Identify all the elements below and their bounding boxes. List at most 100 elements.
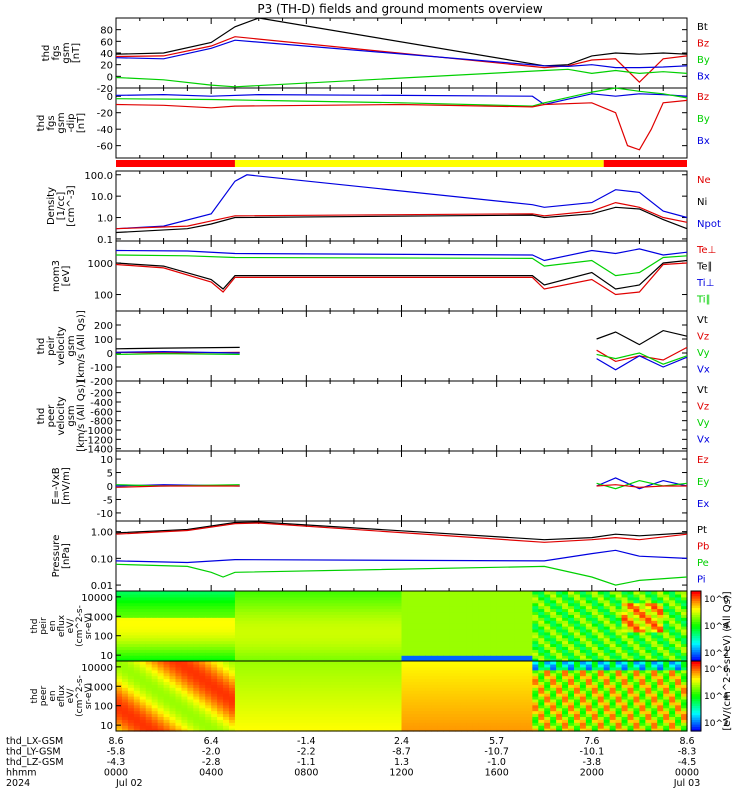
spectrogram-cell xyxy=(651,591,658,595)
spectrogram-cell xyxy=(151,681,159,685)
spectrogram-cell xyxy=(294,693,301,697)
spectrogram-cell xyxy=(240,672,248,677)
spectrogram-cell xyxy=(609,710,617,715)
spectrogram-cell xyxy=(496,602,504,607)
spectrogram-cell xyxy=(407,620,414,624)
y-axis-label: velocity xyxy=(56,326,67,365)
spectrogram-cell xyxy=(258,643,266,648)
spectrogram-cell xyxy=(294,623,301,627)
spectrogram-cell xyxy=(532,634,539,639)
spectrogram-cell xyxy=(276,690,284,694)
spectrogram-cell xyxy=(330,643,337,648)
spectrogram-cell xyxy=(573,728,581,732)
spectrogram-cell xyxy=(681,658,688,662)
spectrogram-cell xyxy=(609,707,617,712)
spectrogram-cell xyxy=(240,690,248,694)
spectrogram-cell xyxy=(597,716,605,720)
spectrogram-cell xyxy=(502,687,510,691)
spectrogram-cell xyxy=(240,652,248,656)
spectrogram-cell xyxy=(568,701,575,706)
spectrogram-cell xyxy=(657,602,664,607)
spectrogram-cell xyxy=(181,640,188,645)
spectrogram-cell xyxy=(240,614,248,618)
y-tick-label: 0.10 xyxy=(91,554,113,565)
spectrogram-cell xyxy=(621,719,629,723)
spectrogram-cell xyxy=(353,602,361,607)
spectrogram-cell xyxy=(347,640,355,645)
spectrogram-cell xyxy=(383,722,391,726)
spectrogram-cell xyxy=(377,617,385,621)
spectrogram-cell xyxy=(425,698,432,703)
spectrogram-cell xyxy=(514,690,522,694)
spectrogram-cell xyxy=(621,591,629,595)
spectrogram-cell xyxy=(538,681,545,685)
spectrogram-cell xyxy=(324,725,331,729)
spectrogram-cell xyxy=(157,661,165,665)
spectrogram-cell xyxy=(377,628,385,633)
spectrogram-cell xyxy=(288,640,296,645)
y-axis-label: eflux xyxy=(57,614,67,637)
spectrogram-cell xyxy=(342,643,349,648)
spectrogram-cell xyxy=(133,611,141,615)
spectrogram-cell xyxy=(252,652,260,656)
spectrogram-cell xyxy=(609,690,617,694)
spectrogram-cell xyxy=(550,669,557,674)
spectrogram-cell xyxy=(276,716,284,720)
spectrogram-cell xyxy=(139,701,147,706)
spectrogram-cell xyxy=(401,643,409,648)
spectrogram-cell xyxy=(633,596,641,601)
spectrogram-cell xyxy=(264,725,272,729)
spectrogram-cell xyxy=(455,716,462,720)
spectrogram-cell xyxy=(330,623,337,627)
spectrogram-cell xyxy=(472,693,480,697)
spectrogram-cell xyxy=(389,696,397,700)
spectrogram-cell xyxy=(633,637,641,642)
spectrogram-cell xyxy=(229,722,236,726)
spectrogram-cell xyxy=(609,666,617,671)
spectrogram-cell xyxy=(460,678,468,683)
spectrogram-cell xyxy=(413,640,420,645)
spectrogram-cell xyxy=(223,631,230,636)
spectrogram-cell xyxy=(121,698,129,703)
spectrogram-cell xyxy=(603,666,611,671)
spectrogram-cell xyxy=(472,614,480,618)
spectrogram-cell xyxy=(300,678,307,683)
spectrogram-cell xyxy=(627,608,635,613)
spectrogram-cell xyxy=(365,684,373,688)
spectrogram-cell xyxy=(443,599,450,604)
spectrogram-cell xyxy=(246,599,254,604)
spectrogram-cell xyxy=(544,716,551,720)
spectrogram-cell xyxy=(264,672,272,677)
spectrogram-cell xyxy=(556,716,563,720)
spectrogram-cell xyxy=(455,672,462,677)
legend-By: By xyxy=(697,55,710,66)
spectrogram-cell xyxy=(460,666,468,671)
mode-bar-segment-0 xyxy=(116,160,235,167)
spectrogram-cell xyxy=(193,634,200,639)
spectrogram-cell xyxy=(276,614,284,618)
spectrogram-cell xyxy=(585,675,593,680)
spectrogram-cell xyxy=(573,684,581,688)
spectrogram-cell xyxy=(449,611,456,615)
spectrogram-cell xyxy=(508,707,516,712)
spectrogram-cell xyxy=(116,611,123,615)
spectrogram-cell xyxy=(347,713,355,718)
spectrogram-cell xyxy=(223,620,230,624)
spectrogram-cell xyxy=(264,608,272,613)
spectrogram-cell xyxy=(306,704,313,709)
spectrogram-cell xyxy=(229,591,236,595)
spectrogram-cell xyxy=(568,722,575,726)
spectrogram-cell xyxy=(449,678,456,683)
spectrogram-cell xyxy=(312,725,319,729)
spectrogram-cell xyxy=(270,652,278,656)
spectrogram-cell xyxy=(609,701,617,706)
spectrogram-cell xyxy=(229,678,236,683)
spectrogram-cell xyxy=(330,646,337,650)
spectrogram-cell xyxy=(681,626,688,630)
spectrogram-cell xyxy=(395,614,403,618)
spectrogram-cell xyxy=(175,608,183,613)
spectrogram-cell xyxy=(181,602,188,607)
spectrogram-cell xyxy=(401,596,409,601)
spectrogram-cell xyxy=(544,710,551,715)
spectrogram-cell xyxy=(246,710,254,715)
